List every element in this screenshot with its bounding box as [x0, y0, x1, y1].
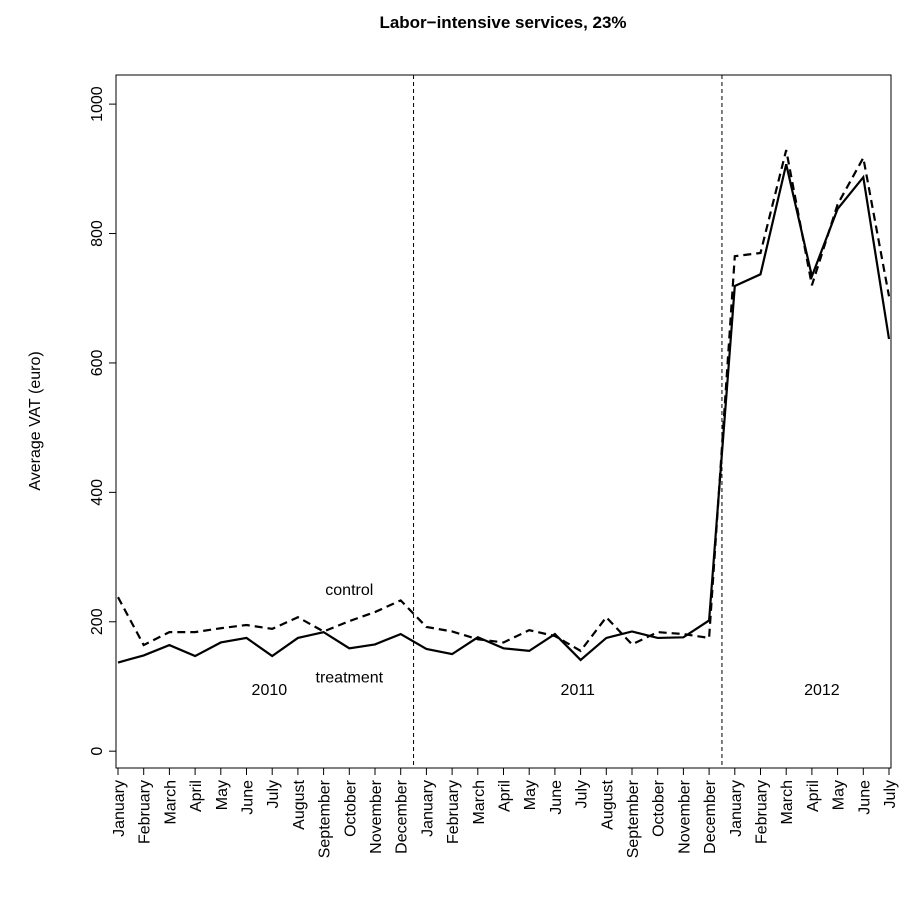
x-tick-label: November — [368, 779, 385, 853]
x-tick-label: June — [856, 780, 873, 815]
x-tick-label: March — [779, 780, 796, 824]
x-tick-label: June — [240, 780, 257, 815]
x-tick-label: January — [728, 780, 745, 837]
x-tick-label: September — [317, 779, 334, 858]
year-label: 2012 — [804, 682, 840, 699]
chart-title: Labor−intensive services, 23% — [379, 13, 626, 32]
x-tick-label: December — [702, 779, 719, 853]
x-tick-label: August — [291, 779, 308, 829]
x-tick-label: November — [676, 779, 693, 853]
x-tick-label: October — [342, 779, 359, 837]
y-tick-label: 200 — [89, 608, 106, 635]
x-tick-label: July — [265, 780, 282, 808]
x-tick-label: February — [137, 780, 154, 844]
y-tick-label: 0 — [89, 747, 106, 756]
x-tick-label: April — [497, 780, 514, 812]
year-label: 2011 — [561, 682, 596, 699]
x-tick-label: March — [471, 780, 488, 824]
x-tick-label: August — [599, 779, 616, 829]
y-tick-label: 600 — [89, 349, 106, 376]
x-tick-label: January — [111, 780, 128, 837]
year-label: 2010 — [252, 682, 288, 699]
x-tick-label: April — [805, 780, 822, 812]
x-tick-label: March — [162, 780, 179, 824]
x-tick-label: September — [625, 779, 642, 858]
x-tick-label: January — [419, 780, 436, 837]
y-axis-label: Average VAT (euro) — [27, 351, 44, 490]
x-tick-label: February — [754, 780, 771, 844]
y-tick-label: 800 — [89, 220, 106, 247]
x-tick-label: May — [831, 780, 848, 810]
x-tick-label: May — [522, 780, 539, 810]
x-tick-label: June — [548, 780, 565, 815]
x-tick-label: May — [214, 780, 231, 810]
x-tick-label: July — [574, 780, 591, 808]
series-label: control — [325, 582, 373, 599]
series-line — [117, 164, 891, 664]
series-line — [117, 149, 891, 653]
x-tick-label: February — [445, 780, 462, 844]
y-tick-label: 400 — [89, 479, 106, 506]
x-tick-label: July — [882, 780, 899, 808]
x-tick-label: April — [188, 780, 205, 812]
x-tick-label: October — [651, 779, 668, 837]
series-label: treatment — [316, 669, 384, 686]
x-tick-label: December — [394, 779, 411, 853]
y-tick-label: 1000 — [89, 86, 106, 122]
plot-frame — [115, 74, 892, 769]
